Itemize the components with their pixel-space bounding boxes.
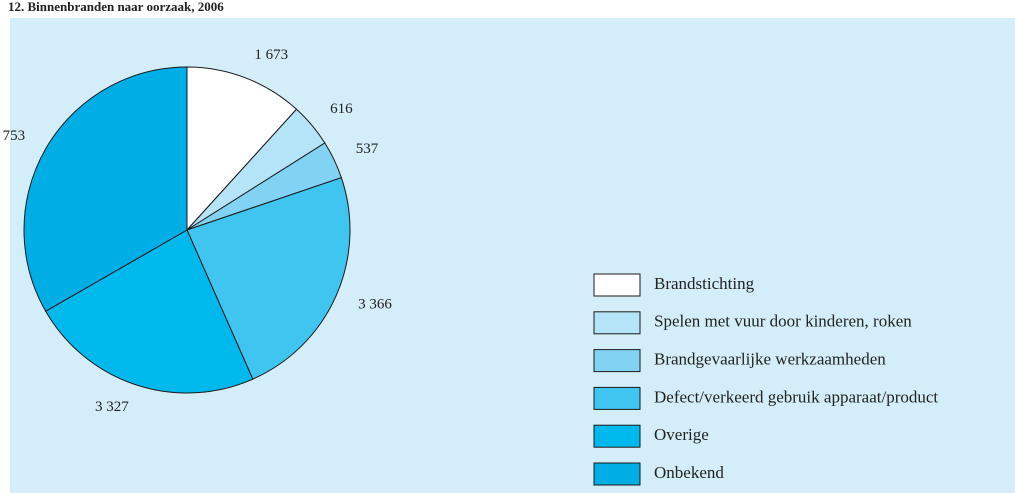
legend-label: Brandstichting [654, 274, 755, 293]
pie-slice [186, 66, 298, 232]
legend-label: Defect/verkeerd gebruik apparaat/product [654, 387, 938, 406]
legend-label: Brandgevaarlijke werkzaamheden [654, 350, 886, 369]
legend-swatch [593, 349, 641, 373]
legend-label: Overige [654, 425, 709, 444]
value-label: 1 673 [254, 47, 288, 63]
pie-slice [23, 66, 188, 312]
value-label: 616 [330, 101, 353, 117]
pie-slice [186, 177, 351, 380]
legend-swatch [593, 424, 641, 448]
legend-label: Spelen met vuur door kinderen, roken [654, 312, 912, 331]
pie-slice [44, 229, 254, 394]
value-label: 3 366 [358, 297, 392, 313]
legend-swatch [593, 462, 641, 486]
legend-label: Onbekend [654, 463, 724, 482]
value-label: 3 327 [95, 399, 129, 415]
chart-title: 12. Binnenbranden naar oorzaak, 2006 [8, 0, 224, 14]
legend-swatch [593, 311, 641, 335]
legend-swatch [593, 273, 641, 297]
legend-swatch [593, 386, 641, 410]
value-label: 4 753 [0, 128, 25, 144]
value-label: 537 [356, 141, 379, 157]
